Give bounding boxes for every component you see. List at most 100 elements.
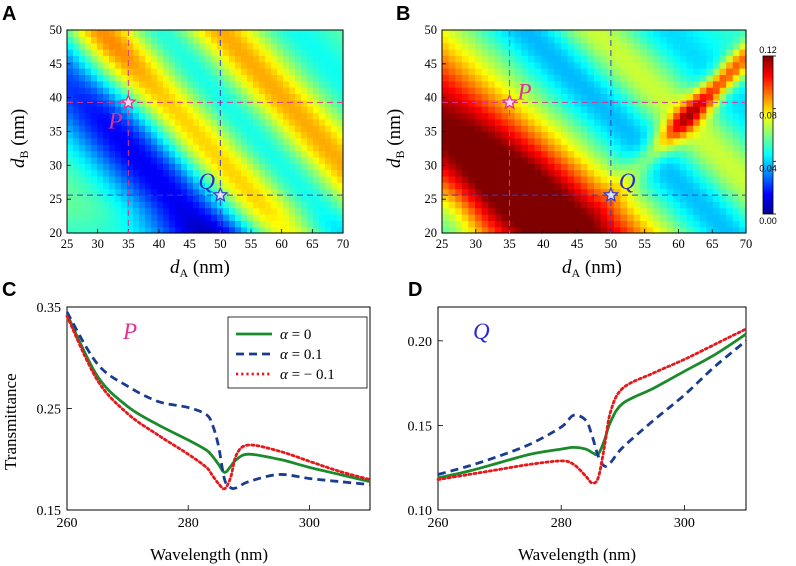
- heatmap-cell: [133, 112, 140, 120]
- heatmap-cell: [574, 137, 582, 145]
- heatmap-cell: [594, 93, 602, 101]
- heatmap-cell: [85, 131, 92, 139]
- legend-label-alpha-neg-0-1: α = − 0.1: [280, 367, 335, 383]
- heatmap-cell: [699, 150, 707, 158]
- heatmap-cell: [448, 207, 456, 215]
- heatmap-cell: [475, 207, 483, 215]
- heatmap-cell: [85, 156, 92, 164]
- heatmap-cell: [693, 131, 701, 139]
- heatmap-cell: [481, 163, 489, 171]
- heatmap-cell: [673, 182, 681, 190]
- heatmap-cell: [295, 163, 302, 171]
- heatmap-cell: [660, 144, 668, 152]
- heatmap-cell: [448, 188, 456, 196]
- heatmap-cells-a: [67, 30, 344, 234]
- heatmap-cell: [600, 118, 608, 126]
- heatmap-cell: [247, 163, 254, 171]
- heatmap-cell: [541, 207, 549, 215]
- heatmap-cell: [494, 112, 503, 120]
- heatmap-cell: [640, 99, 648, 107]
- heatmap-cell: [229, 213, 236, 221]
- heatmap-cell: [732, 175, 740, 183]
- heatmap-cell: [67, 93, 74, 101]
- heatmap-cell: [719, 80, 727, 88]
- heatmap-cell: [91, 61, 98, 69]
- y-tick-label: 0.20: [408, 335, 433, 350]
- heatmap-cell: [271, 55, 278, 63]
- heatmap-cell: [719, 36, 727, 44]
- heatmap-cell: [560, 118, 569, 126]
- heatmap-cell: [205, 213, 212, 221]
- heatmap-cell: [455, 93, 463, 101]
- heatmap-cell: [640, 131, 648, 139]
- heatmap-cell: [719, 175, 727, 183]
- heatmap-cell: [646, 106, 655, 114]
- heatmap-cell: [193, 125, 200, 133]
- heatmap-cell: [139, 49, 146, 56]
- heatmap-cell: [229, 137, 236, 145]
- heatmap-cell: [67, 188, 74, 196]
- heatmap-cell: [109, 42, 116, 50]
- heatmap-cell: [271, 112, 278, 120]
- heatmap-cell: [253, 112, 260, 120]
- heatmap-cell: [223, 213, 230, 221]
- heatmap-cell: [699, 194, 707, 202]
- heatmap-cell: [534, 131, 542, 139]
- heatmap-cell: [133, 118, 140, 126]
- heatmap-cell: [211, 93, 218, 101]
- heatmap-cell: [67, 150, 74, 158]
- heatmap-cell: [455, 42, 463, 50]
- heatmap-cell: [109, 156, 116, 164]
- heatmap-cell: [699, 42, 707, 50]
- heatmap-cell: [613, 49, 622, 56]
- heatmap-cell: [673, 93, 681, 101]
- heatmap-cell: [337, 36, 344, 44]
- heatmap-cell: [468, 93, 476, 101]
- heatmap-cell: [133, 175, 140, 183]
- heatmap-cell: [145, 226, 152, 234]
- x-tick-label: 280: [551, 516, 572, 531]
- heatmap-cell: [646, 201, 655, 209]
- heatmap-cell: [127, 87, 134, 95]
- heatmap-cell: [514, 80, 522, 88]
- heatmap-cell: [475, 55, 483, 63]
- heatmap-cell: [103, 106, 110, 114]
- y-tick-label: 35: [50, 125, 63, 139]
- heatmap-cell: [488, 125, 496, 133]
- heatmap-cell: [455, 213, 463, 221]
- heatmap-cell: [475, 144, 483, 152]
- heatmap-cell: [295, 61, 302, 69]
- heatmap-cell: [181, 226, 188, 234]
- heatmap-cell: [115, 201, 122, 209]
- heatmap-cell: [79, 169, 86, 177]
- heatmap-cell: [501, 213, 509, 221]
- heatmap-cell: [679, 194, 688, 202]
- heatmap-cell: [693, 93, 701, 101]
- heatmap-cell: [127, 80, 134, 88]
- heatmap-cell: [223, 137, 230, 145]
- heatmap-cell: [253, 131, 260, 139]
- heatmap-cell: [732, 150, 740, 158]
- heatmap-cell: [337, 201, 344, 209]
- heatmap-cell: [139, 125, 146, 133]
- heatmap-cell: [289, 188, 296, 196]
- heatmap-cell: [560, 80, 569, 88]
- heatmap-cell: [521, 118, 529, 126]
- heatmap-cell: [97, 188, 104, 196]
- heatmap-cell: [706, 61, 714, 69]
- heatmap-cell: [640, 175, 648, 183]
- heatmap-cell: [660, 182, 668, 190]
- heatmap-cell: [91, 150, 98, 158]
- heatmap-cell: [679, 182, 688, 190]
- heatmap-cell: [673, 213, 681, 221]
- heatmap-cell: [666, 207, 674, 215]
- heatmap-cell: [501, 207, 509, 215]
- heatmap-cell: [726, 99, 734, 107]
- heatmap-cell: [679, 36, 688, 44]
- heatmap-cell: [501, 93, 509, 101]
- heatmap-cell: [283, 163, 290, 171]
- heatmap-cell: [567, 36, 575, 44]
- heatmap-cell: [103, 207, 110, 215]
- heatmap-cell: [253, 226, 260, 234]
